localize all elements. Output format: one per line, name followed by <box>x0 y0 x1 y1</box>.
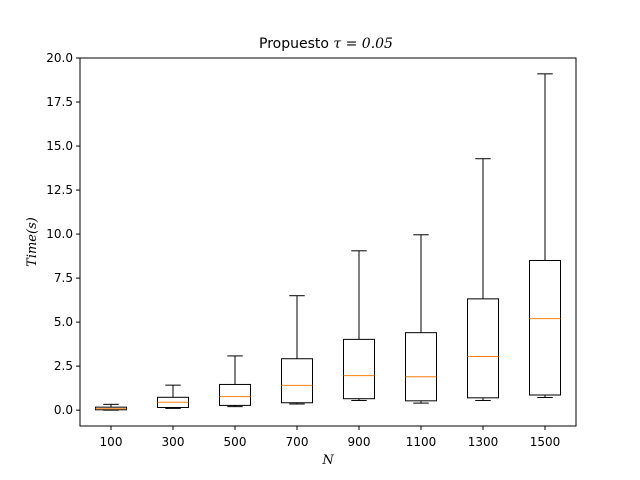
box-iqr <box>529 259 561 396</box>
axes-frame <box>79 57 577 427</box>
x-tick-label: 100 <box>100 435 123 449</box>
box-iqr <box>467 298 499 399</box>
box-iqr <box>343 338 375 400</box>
y-tick-label: 2.5 <box>54 359 73 373</box>
y-tick-label: 10.0 <box>46 227 73 241</box>
y-tick-label: 5.0 <box>54 315 73 329</box>
box-iqr <box>405 332 437 402</box>
box-iqr <box>219 383 251 406</box>
plot-area: 0.0 2.5 5.0 7.5 10.0 12.5 15.0 17.5 20.0 100 300 50… <box>46 51 561 449</box>
y-axis-label: Time(s) <box>25 217 40 267</box>
y-tick-label: 20.0 <box>46 51 73 65</box>
x-tick-label: 300 <box>162 435 185 449</box>
x-tick-label: 1500 <box>530 435 561 449</box>
y-tick-label: 12.5 <box>46 183 73 197</box>
box-iqr <box>281 358 313 404</box>
x-tick-label: 500 <box>224 435 247 449</box>
x-tick-label: 1300 <box>468 435 499 449</box>
y-tick-label: 15.0 <box>46 139 73 153</box>
chart-title: Propuesto τ = 0.05 <box>259 36 393 52</box>
x-tick-label: 1100 <box>406 435 437 449</box>
x-tick-label: 700 <box>286 435 309 449</box>
x-tick-label: 900 <box>348 435 371 449</box>
y-tick-label: 0.0 <box>54 403 73 417</box>
y-tick-label: 7.5 <box>54 271 73 285</box>
x-axis-label: N <box>321 453 334 468</box>
y-tick-label: 17.5 <box>46 95 73 109</box>
